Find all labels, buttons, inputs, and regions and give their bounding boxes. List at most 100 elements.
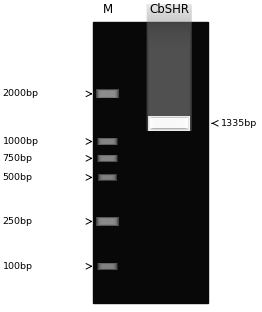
Bar — [151, 117, 188, 130]
Bar — [98, 218, 117, 225]
Bar — [97, 263, 118, 270]
Bar — [99, 155, 116, 162]
Bar — [105, 266, 110, 267]
Bar — [105, 93, 110, 95]
Bar — [156, 119, 182, 127]
Bar — [149, 116, 190, 130]
Bar — [150, 117, 189, 130]
Bar — [105, 266, 110, 267]
Bar — [103, 176, 111, 179]
Bar — [156, 119, 182, 127]
Bar — [99, 174, 116, 180]
Bar — [150, 117, 188, 130]
Bar — [99, 155, 116, 161]
Bar — [152, 80, 187, 131]
Bar — [150, 48, 189, 131]
Bar — [153, 98, 185, 131]
Bar — [107, 177, 108, 178]
Bar — [101, 139, 114, 144]
Bar — [158, 120, 180, 127]
Bar — [99, 218, 116, 225]
Bar — [105, 93, 110, 95]
Bar — [158, 120, 180, 126]
Bar — [96, 217, 119, 226]
Bar — [147, 12, 191, 131]
Bar — [151, 69, 187, 131]
Bar — [150, 45, 189, 131]
Bar — [102, 175, 113, 179]
Bar — [150, 117, 188, 130]
Bar — [101, 91, 114, 96]
Text: 1000bp: 1000bp — [2, 137, 39, 146]
Bar — [103, 157, 112, 160]
Bar — [100, 175, 115, 180]
Bar — [97, 155, 117, 162]
Text: CbSHR: CbSHR — [149, 2, 189, 16]
Bar — [151, 63, 188, 131]
Bar — [154, 118, 184, 128]
Bar — [100, 139, 115, 144]
Bar — [97, 263, 117, 270]
Bar — [150, 116, 189, 130]
Bar — [101, 264, 114, 269]
Bar — [96, 90, 119, 98]
Bar — [102, 140, 113, 144]
Bar — [105, 141, 110, 143]
Bar — [102, 92, 113, 96]
Bar — [150, 118, 188, 129]
Bar — [152, 83, 186, 131]
Bar — [105, 177, 110, 178]
Bar — [154, 113, 184, 131]
Text: 2000bp: 2000bp — [2, 89, 39, 98]
Bar — [106, 177, 108, 178]
Bar — [98, 263, 117, 270]
Bar — [157, 120, 181, 127]
Bar — [151, 117, 188, 129]
Bar — [106, 93, 109, 94]
Bar — [147, 9, 192, 131]
Bar — [102, 139, 113, 144]
Bar — [151, 71, 187, 131]
Bar — [152, 117, 187, 129]
Bar — [98, 90, 117, 98]
Bar — [153, 118, 185, 129]
Bar — [104, 220, 111, 223]
Bar — [98, 138, 117, 145]
Bar — [100, 156, 115, 161]
Bar — [99, 139, 116, 145]
Bar — [152, 77, 187, 131]
Bar — [106, 266, 108, 267]
Bar — [97, 138, 118, 145]
Bar — [100, 264, 115, 269]
Bar — [156, 119, 183, 128]
Bar — [153, 118, 186, 129]
Bar — [104, 265, 111, 268]
Bar — [149, 33, 190, 131]
Bar — [146, 3, 192, 131]
Bar — [100, 218, 115, 224]
Bar — [148, 27, 190, 131]
Bar — [97, 90, 118, 98]
Text: 100bp: 100bp — [2, 262, 32, 271]
Bar — [146, 0, 192, 131]
Bar — [104, 140, 111, 143]
Text: 1335bp: 1335bp — [221, 119, 257, 128]
Bar — [99, 263, 116, 270]
Bar — [155, 119, 184, 128]
Bar — [101, 156, 114, 161]
Bar — [106, 221, 109, 222]
Bar — [107, 141, 108, 142]
Bar — [150, 51, 189, 131]
Bar — [106, 141, 108, 142]
Bar — [97, 155, 118, 162]
Bar — [100, 139, 115, 144]
Bar — [149, 30, 190, 131]
Bar — [152, 118, 187, 129]
Bar — [148, 18, 191, 131]
Bar — [157, 119, 181, 127]
Text: M: M — [102, 2, 113, 16]
Bar — [107, 221, 108, 222]
Bar — [155, 119, 184, 128]
Bar — [97, 174, 117, 181]
Bar — [104, 176, 111, 178]
